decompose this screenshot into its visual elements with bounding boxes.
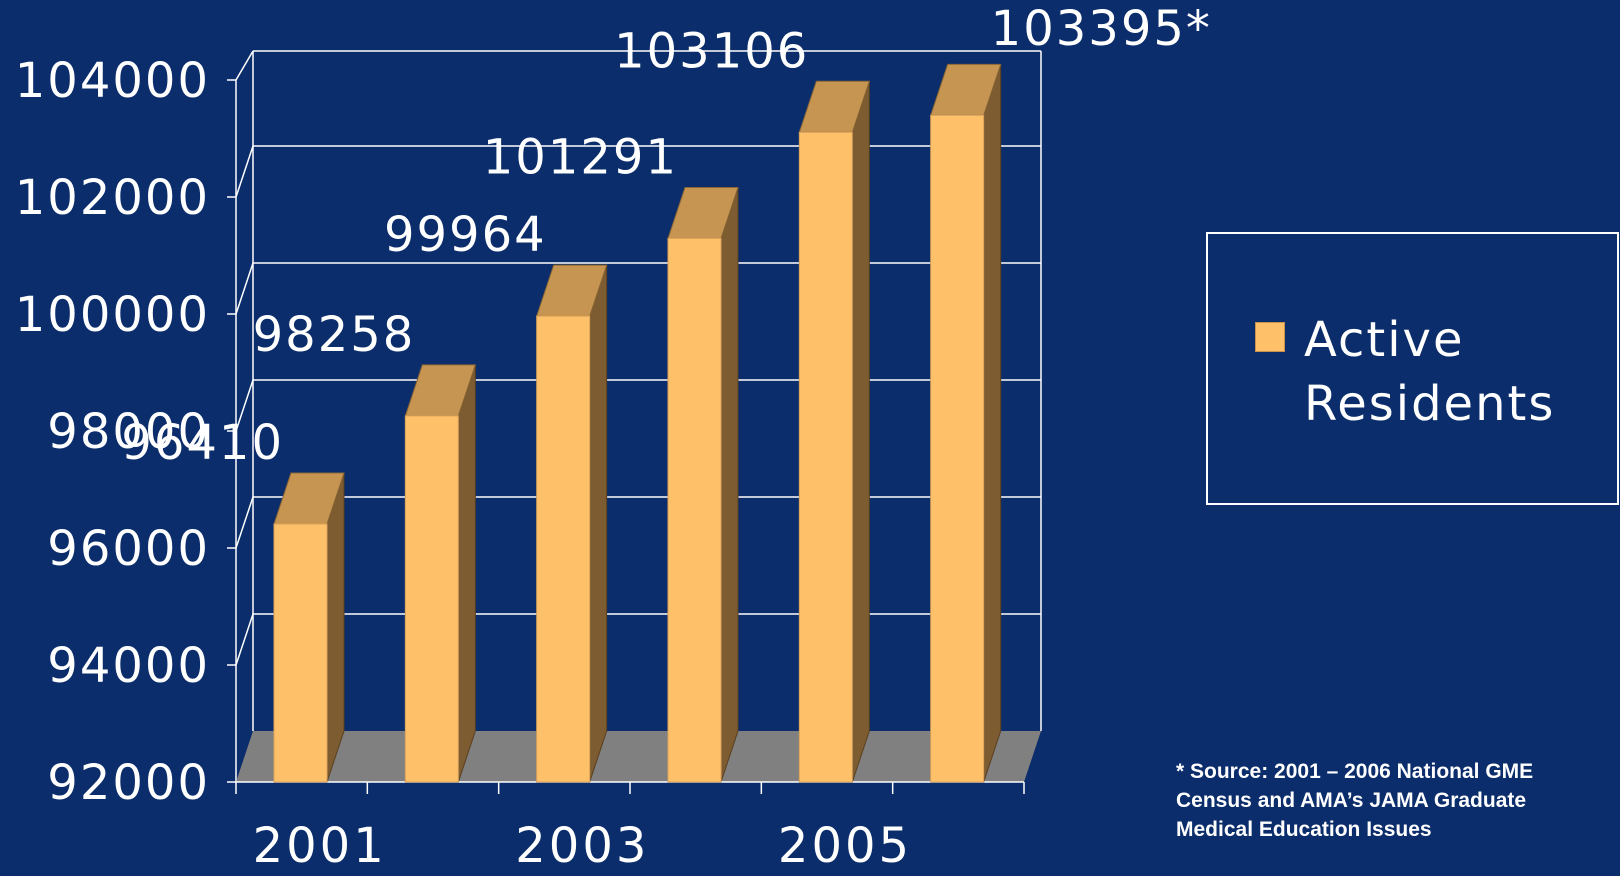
gridline [235,496,1041,549]
y-tick-label: 98000 [47,404,210,460]
bar-2004 [667,186,739,783]
bar-side [983,64,1002,783]
gridline [235,379,1041,432]
axes [227,79,1025,794]
y-axis-tick-labels: 92000 94000 96000 98000 100000 102000 104000 [15,53,210,811]
bar-2006 [929,63,1002,783]
data-label-2006: 103395* [991,1,1212,57]
y-tick-label: 102000 [15,170,210,226]
bars [273,63,1002,783]
bar-2002 [404,364,477,783]
data-label-2004: 101291 [483,129,678,185]
y-tick-label: 94000 [47,638,210,694]
data-label-2005: 103106 [614,23,809,79]
legend: Active Residents [1206,232,1619,505]
gridline [235,613,1041,666]
x-tick-label-2005: 2005 [778,818,912,871]
gridline [235,145,1041,198]
bar-side [589,264,608,783]
gridlines [235,145,1041,666]
source-note: * Source: 2001 – 2006 National GME Censu… [1176,760,1534,841]
bar-side [851,81,870,783]
x-tick-label-2003: 2003 [515,818,649,871]
bar-2003 [535,264,608,783]
y-tick-label: 104000 [15,53,210,109]
y-tick-label: 100000 [15,287,210,343]
gridline [235,262,1041,315]
data-label-2003: 99964 [384,207,547,263]
bar-front [404,415,459,783]
legend-swatch-active-residents [1255,322,1285,352]
y-tick-label: 96000 [47,521,210,577]
bar-side [720,187,739,783]
bar-front [667,237,722,783]
data-label-2001: 96410 [121,415,284,471]
chart-floor [236,731,1041,782]
x-axis-tick-labels: 2001 2003 2005 [253,818,912,874]
x-tick-label-2001: 2001 [253,818,387,871]
y-tick-label: 92000 [47,755,210,811]
floor-plane [236,731,1041,782]
bar-front [536,315,591,783]
data-labels: 96410 98258 99964 101291 103106 103395* [121,1,1212,471]
legend-label-active-residents: Active Residents [1304,312,1556,432]
data-label-2002: 98258 [253,307,416,363]
bar-front [930,114,985,783]
bar-front [273,523,328,783]
bar-2005 [798,80,871,783]
bar-side [457,364,476,783]
bar-side [326,472,345,783]
bar-front [798,131,853,783]
bar-2001 [273,472,345,783]
